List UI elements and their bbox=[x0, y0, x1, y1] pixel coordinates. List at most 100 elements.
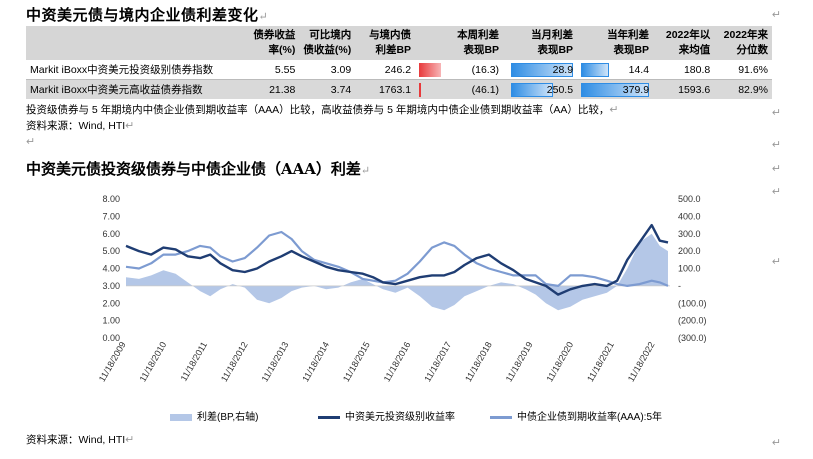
table-header-label: 2022年来 分位数 bbox=[723, 29, 768, 56]
x-tick-label: 11/18/2022 bbox=[626, 340, 657, 383]
table-row: Markit iBoxx中资美元投资级别债券指数 5.55 3.09 246.2… bbox=[26, 60, 772, 80]
table-header-cell bbox=[26, 26, 245, 60]
cn-aaa-yield-line bbox=[125, 230, 669, 288]
paragraph-mark-icon: ↵ bbox=[771, 185, 781, 198]
chart-source-text: 资料来源：Wind, HTI bbox=[26, 434, 126, 446]
section-title-1: 中资美元债与境内企业债利差变化↵ bbox=[26, 4, 268, 25]
chart-source: 资料来源：Wind, HTI↵ bbox=[26, 432, 134, 447]
table-header-row: 债券收益 率(%) 可比境内 债收益(%) 与境内债 利差BP 本周利差 表现BP 当月… bbox=[26, 26, 772, 60]
table-header-cell: 债券收益 率(%) bbox=[244, 26, 300, 60]
y-right-tick-label: 200.0 bbox=[678, 246, 701, 256]
table-header-label: 可比境内 债收益(%) bbox=[303, 29, 352, 56]
legend-swatch bbox=[318, 415, 340, 419]
y-left-tick-label: 1.00 bbox=[102, 316, 120, 326]
paragraph-mark-icon: ↵ bbox=[125, 120, 135, 132]
paragraph-mark-icon: ↵ bbox=[609, 104, 619, 116]
y-right-tick-label: 300.0 bbox=[678, 229, 701, 239]
average-cell: 1593.6 bbox=[653, 79, 715, 99]
week-change-cell: (46.1) bbox=[415, 79, 504, 99]
month-change-cell: 250.5 bbox=[503, 79, 578, 99]
positive-databar bbox=[511, 82, 554, 97]
y-right-tick-label: - bbox=[678, 281, 681, 291]
negative-databar bbox=[419, 82, 422, 97]
table-header-label: 2022年以 来均值 bbox=[665, 29, 711, 56]
y-left-tick-label: 4.00 bbox=[102, 264, 120, 274]
domestic-yield-cell: 3.74 bbox=[299, 79, 356, 99]
table-header-label: 与境内债 利差BP bbox=[369, 29, 412, 56]
percentile-cell: 91.6% bbox=[714, 60, 772, 80]
x-tick-label: 11/18/2015 bbox=[341, 340, 372, 383]
y-right-tick-label: (100.0) bbox=[678, 298, 707, 308]
x-tick-label: 11/18/2016 bbox=[382, 340, 413, 383]
y-left-tick-label: 0.00 bbox=[102, 333, 120, 343]
legend-swatch bbox=[490, 415, 512, 419]
paragraph-mark-icon: ↵ bbox=[771, 106, 781, 119]
domestic-yield-cell: 3.09 bbox=[299, 60, 356, 80]
x-tick-label: 11/18/2019 bbox=[504, 340, 535, 383]
x-tick-label: 11/18/2011 bbox=[179, 340, 210, 383]
x-tick-label: 11/18/2020 bbox=[544, 340, 575, 383]
table-row: Markit iBoxx中资美元高收益债券指数 21.38 3.74 1763.… bbox=[26, 79, 772, 99]
paragraph-mark-icon: ↵ bbox=[360, 164, 371, 177]
section-title-2-text: 中资美元债投资级债券与中债企业债（AAA）利差 bbox=[26, 160, 361, 178]
source-text: 资料来源：Wind, HTI bbox=[26, 120, 126, 132]
table-header-label: 当月利差 表现BP bbox=[531, 29, 574, 56]
table-header-label: 本周利差 表现BP bbox=[457, 29, 500, 56]
table-note: 投资级债券与 5 年期境内中债企业债到期收益率（AAA）比较，高收益债券与 5 … bbox=[26, 102, 619, 150]
spread-area-series bbox=[126, 233, 668, 311]
yield-cell: 21.38 bbox=[244, 79, 300, 99]
table-header-cell: 2022年以 来均值 bbox=[653, 26, 715, 60]
yield-cell: 5.55 bbox=[244, 60, 300, 80]
paragraph-mark-icon: ↵ bbox=[771, 255, 781, 268]
table-header-cell: 当月利差 表现BP bbox=[503, 26, 578, 60]
positive-databar bbox=[581, 82, 650, 97]
paragraph-mark-icon: ↵ bbox=[26, 136, 36, 148]
y-right-tick-label: 400.0 bbox=[678, 211, 701, 221]
x-tick-label: 11/18/2010 bbox=[138, 340, 169, 383]
y-right-tick-label: 100.0 bbox=[678, 264, 701, 274]
x-tick-label: 11/18/2014 bbox=[300, 340, 331, 383]
paragraph-mark-icon: ↵ bbox=[771, 162, 781, 175]
positive-databar bbox=[511, 62, 574, 77]
legend-label: 中资美元投资级别收益率 bbox=[345, 412, 455, 423]
legend-label: 中债企业债到期收益率(AAA):5年 bbox=[517, 412, 663, 423]
y-left-tick-label: 2.00 bbox=[102, 298, 120, 308]
table-header-cell: 2022年来 分位数 bbox=[714, 26, 772, 60]
x-tick-label: 11/18/2017 bbox=[422, 340, 453, 383]
spread-cell: 246.2 bbox=[355, 60, 416, 80]
x-tick-label: 11/18/2012 bbox=[219, 340, 250, 383]
index-name: Markit iBoxx中资美元高收益债券指数 bbox=[26, 79, 245, 99]
legend-swatch bbox=[170, 413, 192, 421]
y-left-tick-label: 8.00 bbox=[102, 194, 120, 204]
section-title-2: 中资美元债投资级债券与中债企业债（AAA）利差↵ bbox=[26, 158, 370, 179]
y-right-tick-label: 500.0 bbox=[678, 194, 701, 204]
x-tick-label: 11/18/2013 bbox=[260, 340, 291, 383]
spread-cell: 1763.1 bbox=[355, 79, 416, 99]
positive-databar bbox=[581, 62, 610, 77]
year-change-cell: 14.4 bbox=[577, 60, 654, 80]
x-tick-label: 11/18/2021 bbox=[585, 340, 616, 383]
y-right-tick-label: (200.0) bbox=[678, 316, 707, 326]
negative-databar bbox=[419, 62, 442, 77]
legend-item: 中资美元投资级别收益率 bbox=[318, 408, 455, 423]
spread-table: 债券收益 率(%) 可比境内 债收益(%) 与境内债 利差BP 本周利差 表现BP 当月… bbox=[26, 26, 772, 99]
paragraph-mark-icon: ↵ bbox=[258, 10, 269, 23]
month-change-cell: 28.9 bbox=[503, 60, 578, 80]
x-tick-label: 11/18/2009 bbox=[97, 340, 128, 383]
ig-yield-line bbox=[125, 223, 669, 296]
y-left-tick-label: 7.00 bbox=[102, 211, 120, 221]
x-tick-label: 11/18/2018 bbox=[463, 340, 494, 383]
y-left-tick-label: 5.00 bbox=[102, 246, 120, 256]
section-title-1-text: 中资美元债与境内企业债利差变化 bbox=[26, 6, 259, 24]
y-left-tick-label: 3.00 bbox=[102, 281, 120, 291]
average-cell: 180.8 bbox=[653, 60, 715, 80]
paragraph-mark-icon: ↵ bbox=[771, 436, 781, 449]
table-header-cell: 当年利差 表现BP bbox=[577, 26, 654, 60]
legend-label: 利差(BP,右轴) bbox=[197, 412, 259, 423]
table-header-cell: 与境内债 利差BP bbox=[355, 26, 416, 60]
paragraph-mark-icon: ↵ bbox=[771, 138, 781, 151]
note-text: 投资级债券与 5 年期境内中债企业债到期收益率（AAA）比较，高收益债券与 5 … bbox=[26, 104, 610, 116]
week-change-cell: (16.3) bbox=[415, 60, 504, 80]
y-right-tick-label: (300.0) bbox=[678, 333, 707, 343]
paragraph-mark-icon: ↵ bbox=[771, 8, 781, 21]
